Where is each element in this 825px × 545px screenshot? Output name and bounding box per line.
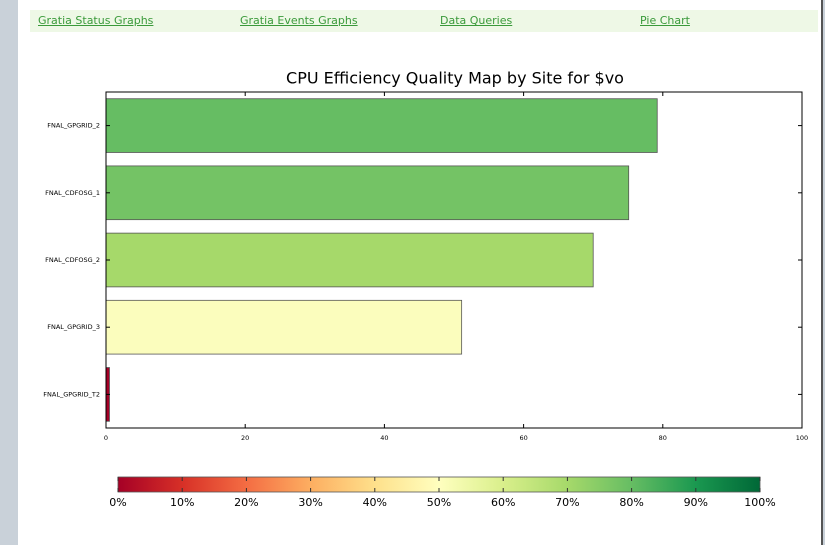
chart-title: CPU Efficiency Quality Map by Site for $… xyxy=(286,69,624,88)
colorbar-label: 0% xyxy=(109,496,126,509)
nav-link[interactable]: Pie Chart xyxy=(640,14,690,27)
x-tick-label: 0 xyxy=(104,434,108,442)
nav-link[interactable]: Gratia Status Graphs xyxy=(38,14,154,27)
bar xyxy=(105,299,463,355)
y-tick-label: FNAL_GPGRID_2 xyxy=(47,122,100,130)
bar xyxy=(105,165,630,221)
colorbar-label: 10% xyxy=(170,496,194,509)
colorbar-label: 70% xyxy=(555,496,579,509)
colorbar-label: 40% xyxy=(363,496,387,509)
x-tick-label: 40 xyxy=(380,434,388,442)
colorbar-label: 80% xyxy=(619,496,643,509)
plot-frame xyxy=(105,91,803,429)
colorbar-label: 20% xyxy=(234,496,258,509)
x-tick-label: 20 xyxy=(241,434,249,442)
x-tick-label: 60 xyxy=(519,434,527,442)
bar xyxy=(105,232,594,288)
y-tick-label: FNAL_CDFOSG_2 xyxy=(45,256,100,264)
colorbar-label: 100% xyxy=(744,496,775,509)
y-tick-label: FNAL_GPGRID_3 xyxy=(47,323,100,331)
colorbar-label: 90% xyxy=(684,496,708,509)
y-tick-label: FNAL_GPGRID_T2 xyxy=(43,390,100,398)
nav-bar: Gratia Status Graphs Gratia Events Graph… xyxy=(30,10,818,32)
colorbar-label: 50% xyxy=(427,496,451,509)
nav-link[interactable]: Data Queries xyxy=(440,14,513,27)
nav-link[interactable]: Gratia Events Graphs xyxy=(240,14,358,27)
y-tick-label: FNAL_CDFOSG_1 xyxy=(45,189,100,197)
colorbar-label: 60% xyxy=(491,496,515,509)
x-tick-label: 80 xyxy=(659,434,667,442)
bar xyxy=(105,98,658,153)
x-tick-label: 100 xyxy=(796,434,808,442)
colorbar-label: 30% xyxy=(298,496,322,509)
